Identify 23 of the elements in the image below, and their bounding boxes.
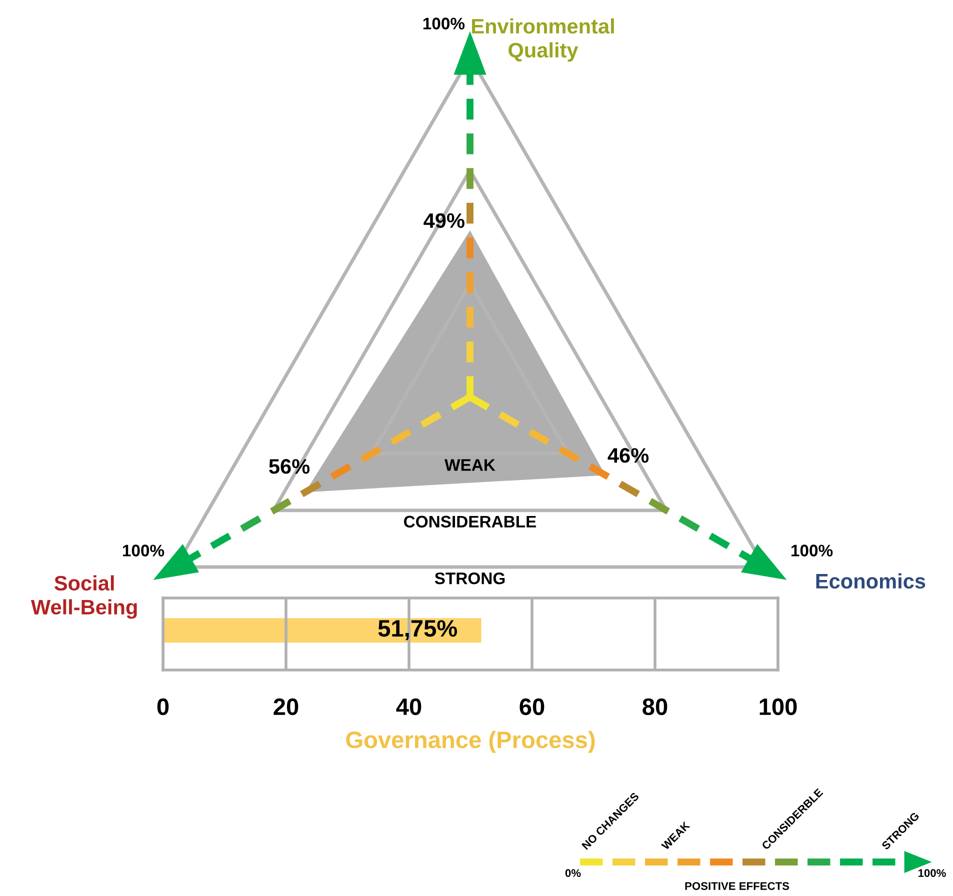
x-tick-label: 80 [642,698,668,716]
text: WEAK [444,459,496,471]
x-tick-label: 60 [520,698,544,716]
x-tick-label: 0 [157,698,169,716]
text: 56% [269,459,310,474]
x-tick-label: 20 [274,698,298,716]
spoke-label: Social Well-Being [30,575,137,619]
text: 100% [122,544,164,556]
spoke-label: Economics [816,573,926,589]
text: STRONG [434,572,505,584]
x-tick-label: 40 [396,698,422,716]
x-axis-title: Governance (Process) [346,730,595,753]
x-tick-label: 100 [760,698,797,716]
spoke-label: Environmental Quality [472,18,614,62]
text: 46% [608,448,649,463]
text: 49% [424,213,464,228]
text: 100% [918,869,946,877]
text: CONSIDERABLE [404,516,536,528]
text: 100% [423,18,465,30]
text: POSITIVE EFFECTS [685,882,790,890]
text: 0% [565,869,581,877]
text: 100% [792,544,833,556]
data-label: 51,75% [378,620,458,640]
